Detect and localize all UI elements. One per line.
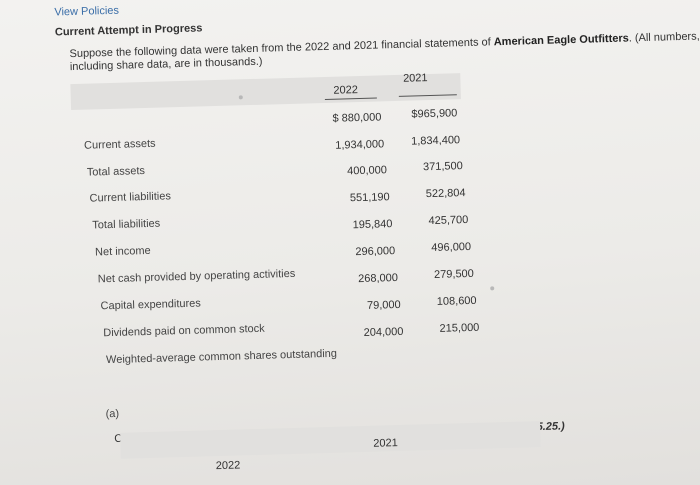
row-label-operating-cash: Net cash provided by operating activitie… bbox=[97, 267, 296, 286]
view-policies-link[interactable]: View Policies bbox=[54, 4, 120, 19]
cell-2022-total-liabilities: 551,190 bbox=[349, 191, 390, 205]
row-label-current-liabilities: Current liabilities bbox=[89, 190, 172, 205]
cell-2021-current-assets: $965,900 bbox=[411, 107, 458, 121]
answer-header-bar bbox=[120, 421, 541, 459]
column-header-2021: 2021 bbox=[402, 72, 428, 85]
cell-2021-total-liabilities: 522,804 bbox=[425, 187, 466, 201]
cell-2021-weighted-shares: 215,000 bbox=[439, 321, 480, 335]
attempt-status: Current Attempt in Progress bbox=[54, 22, 203, 39]
cell-2021-operating-cash: 496,000 bbox=[431, 240, 472, 255]
cell-2022-net-income: 195,840 bbox=[352, 218, 393, 232]
row-label-capital-expenditures: Capital expenditures bbox=[100, 297, 202, 313]
decorative-dot bbox=[490, 286, 495, 291]
cell-2021-current-liabilities: 371,500 bbox=[422, 160, 463, 174]
cell-2022-weighted-shares: 204,000 bbox=[363, 325, 404, 339]
answer-column-2022: 2022 bbox=[215, 459, 241, 473]
row-label-weighted-shares: Weighted-average common shares outstandi… bbox=[105, 347, 338, 367]
cell-2022-current-liabilities: 400,000 bbox=[346, 164, 388, 178]
cell-2021-dividends-paid: 108,600 bbox=[436, 294, 477, 308]
cell-2021-capital-expenditures: 279,500 bbox=[433, 267, 474, 281]
column-header-2022: 2022 bbox=[333, 84, 359, 97]
intro-suffix: . (All numbers, bbox=[628, 30, 700, 45]
intro-prefix: Suppose the following data were taken fr… bbox=[69, 36, 494, 61]
answer-column-2021: 2021 bbox=[373, 437, 398, 450]
cell-2022-dividends-paid: 79,000 bbox=[366, 298, 401, 312]
row-label-dividends-paid: Dividends paid on common stock bbox=[103, 322, 265, 340]
cell-2021-net-income: 425,700 bbox=[428, 214, 469, 228]
cell-2022-capital-expenditures: 268,000 bbox=[357, 272, 399, 286]
row-label-net-income: Net income bbox=[94, 244, 151, 259]
company-name: American Eagle Outfitters bbox=[493, 32, 629, 49]
row-label-total-liabilities: Total liabilities bbox=[92, 217, 161, 232]
row-label-total-assets: Total assets bbox=[86, 165, 146, 179]
cell-2022-total-assets: 1,934,000 bbox=[335, 138, 385, 152]
decorative-dot bbox=[238, 95, 243, 100]
part-a-label: (a) bbox=[105, 407, 120, 421]
cell-2022-current-assets: $ 880,000 bbox=[332, 111, 382, 125]
cell-2021-total-assets: 1,834,400 bbox=[411, 134, 461, 148]
row-label-current-assets: Current assets bbox=[83, 137, 156, 152]
cell-2022-operating-cash: 296,000 bbox=[355, 245, 396, 259]
